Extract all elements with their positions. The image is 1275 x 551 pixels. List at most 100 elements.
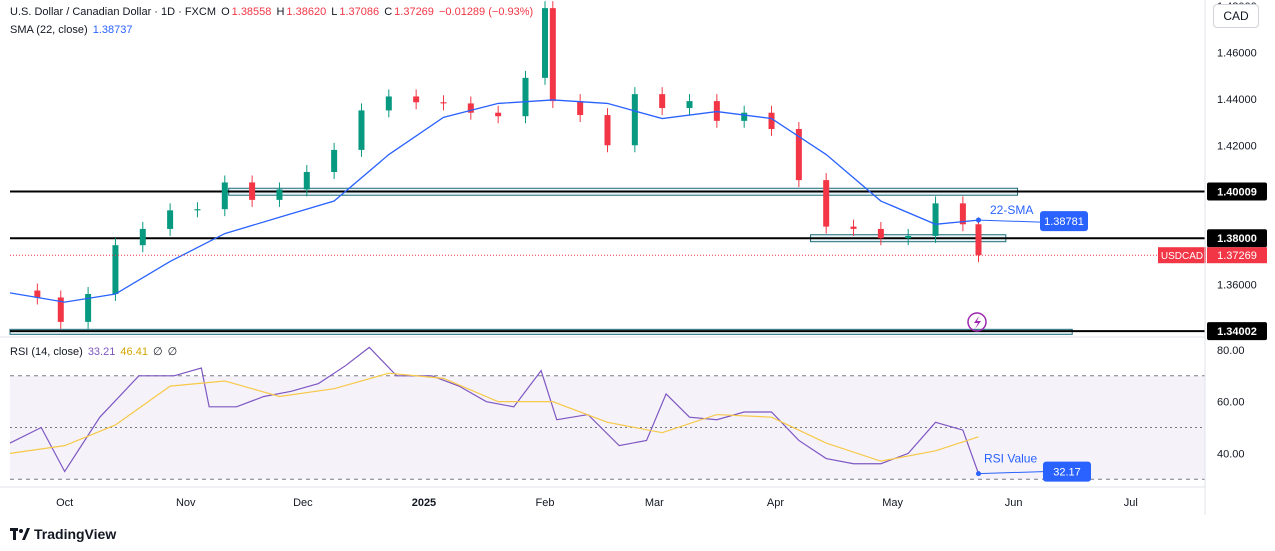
candle-body: [542, 8, 549, 78]
sma-line: [9, 99, 979, 303]
time-tick-label: Jul: [1124, 497, 1138, 509]
candle-body: [975, 224, 982, 256]
candle-body: [112, 245, 119, 295]
high-label: H: [276, 6, 285, 18]
candle-body: [741, 112, 748, 121]
level-label: 1.38000: [1217, 233, 1257, 245]
rsi-value: 33.21: [87, 346, 116, 358]
candle-body: [959, 203, 966, 225]
rsi-header: RSI (14, close) 33.21 46.41 ∅ ∅: [10, 345, 179, 358]
rsi-tick-label: 40.00: [1217, 448, 1245, 460]
candle-body: [249, 182, 256, 200]
lightning-icon[interactable]: [967, 312, 987, 332]
candle-body: [440, 102, 447, 104]
candle-body: [303, 171, 310, 190]
price-tick-label: 1.42000: [1217, 140, 1257, 152]
rsi-ma-value: 46.41: [120, 346, 148, 358]
rsi-leader: [978, 471, 1044, 475]
candle-body: [139, 228, 146, 246]
candle-body: [877, 228, 884, 239]
candle-body: [522, 77, 529, 117]
level-label: 1.34002: [1217, 326, 1257, 338]
sma-value-bg: [1040, 211, 1088, 232]
rsi-annotation-text: RSI Value: [984, 452, 1037, 466]
time-tick-label: 2025: [412, 497, 436, 509]
candle-body: [768, 112, 775, 129]
low-label: L: [331, 6, 338, 18]
sma-leader: [978, 219, 1041, 223]
brand-name: TradingView: [34, 526, 117, 542]
currency-button[interactable]: CAD: [1213, 4, 1259, 28]
time-tick-label: Mar: [645, 497, 664, 509]
close-value: 1.37269: [394, 6, 434, 18]
candle-body: [57, 297, 64, 322]
price-tick-label: 1.36000: [1217, 280, 1257, 292]
price-overlays: 22-SMA 1.38781 USDCAD: [9, 99, 1206, 303]
rsi-value-text: 32.17: [1053, 467, 1081, 479]
last-price-bg: [1207, 247, 1267, 264]
candle-body: [631, 94, 638, 146]
level-label-bg: [1207, 322, 1267, 341]
last-price-value: 1.37269: [1217, 250, 1257, 262]
open-label: O: [221, 6, 230, 18]
time-tick-label: Apr: [767, 497, 784, 509]
sma-value: 1.38737: [92, 24, 133, 36]
axes: 1.480001.460001.440001.420001.36000OctNo…: [56, 1, 1267, 509]
time-tick-label: May: [882, 497, 903, 509]
open-value: 1.38558: [231, 6, 272, 18]
rsi-tick-label: 60.00: [1217, 397, 1245, 409]
level-label-bg: [1207, 182, 1267, 201]
rsi-panel: RSI Value 32.17: [9, 346, 1205, 482]
candle-body: [932, 203, 939, 236]
symbol-title: U.S. Dollar / Canadian Dollar · 1D · FXC…: [10, 6, 217, 18]
rsi-extra-1: ∅: [153, 346, 163, 358]
candle-body: [221, 182, 228, 210]
candle-body: [795, 128, 802, 181]
symbol-label-bg: [1158, 247, 1206, 264]
high-value: 1.38620: [286, 6, 327, 18]
price-tick-label: 1.44000: [1217, 94, 1257, 106]
rsi-line: [9, 346, 980, 474]
candle-body: [85, 294, 92, 322]
candle-body: [905, 235, 912, 239]
time-tick-label: Dec: [293, 497, 313, 509]
sma-header: SMA (22, close) 1.38737: [10, 24, 134, 36]
candle-body: [331, 149, 338, 172]
sma-annotation-text: 22-SMA: [990, 203, 1033, 217]
candle-body: [549, 8, 556, 102]
time-tick-label: Nov: [176, 497, 196, 509]
candle-body: [413, 96, 420, 103]
candle-body: [467, 103, 474, 113]
sma-value-text: 1.38781: [1044, 216, 1084, 228]
time-tick-label: Feb: [536, 497, 555, 509]
candle-body: [850, 226, 857, 229]
candle-body: [167, 210, 174, 229]
symbol-label: USDCAD: [1161, 251, 1203, 262]
sma-label: SMA (22, close): [10, 24, 88, 36]
candle-body: [659, 94, 666, 109]
candle-body: [577, 101, 584, 116]
candle-body: [823, 180, 830, 227]
rsi-ma-line: [9, 372, 979, 462]
time-tick-label: Oct: [56, 497, 73, 509]
tradingview-icon: [10, 528, 30, 540]
rsi-label: RSI (14, close): [10, 346, 83, 358]
candle-body: [34, 290, 41, 298]
candle-body: [194, 209, 201, 211]
time-tick-label: Jun: [1005, 497, 1023, 509]
rsi-value-bg: [1043, 461, 1091, 482]
level-label: 1.40009: [1217, 187, 1257, 199]
tradingview-logo[interactable]: TradingView: [10, 526, 116, 542]
price-tick-label: 1.46000: [1217, 47, 1257, 59]
close-label: C: [384, 6, 393, 18]
candle-body: [686, 101, 693, 109]
chart-header: U.S. Dollar / Canadian Dollar · 1D · FXC…: [10, 6, 535, 18]
level-label-bg: [1207, 229, 1267, 248]
candle-body: [358, 110, 365, 150]
low-value: 1.37086: [339, 6, 380, 18]
candle-body: [385, 96, 392, 111]
rsi-extra-2: ∅: [167, 346, 178, 358]
candle-body: [495, 112, 502, 117]
candle-body: [604, 115, 611, 146]
